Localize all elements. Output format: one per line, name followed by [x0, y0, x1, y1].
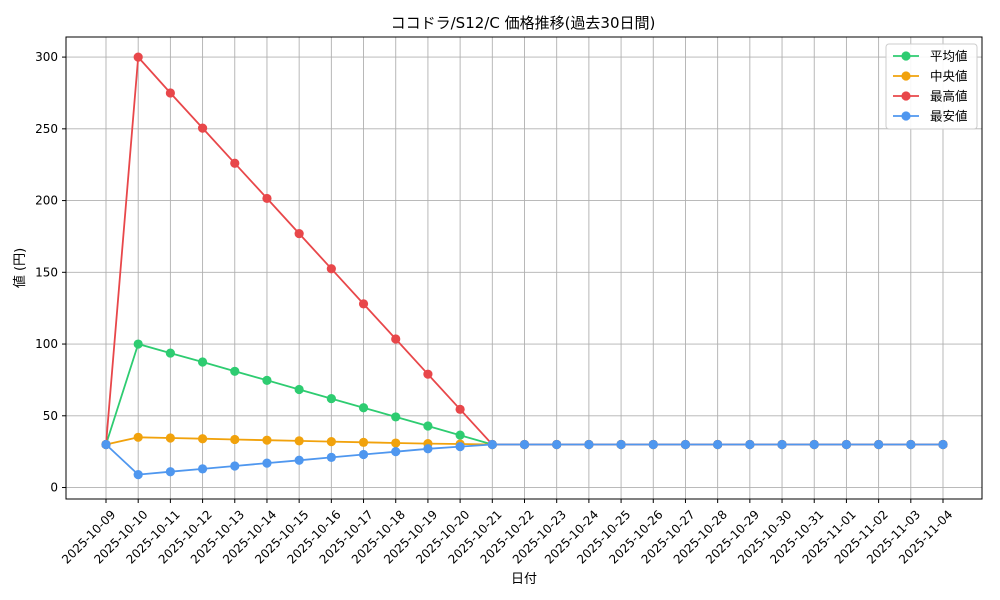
data-point: [326, 264, 336, 274]
plot-area-frame: [65, 36, 983, 500]
chart-title: ココドラ/S12/C 価格推移(過去30日間): [391, 14, 656, 32]
data-point: [326, 393, 336, 404]
series-3: [101, 439, 948, 480]
legend-item: 平均値: [893, 49, 968, 64]
data-point: [391, 412, 401, 422]
data-point: [358, 437, 369, 447]
legend-swatch-marker: [901, 91, 911, 101]
data-point: [519, 439, 530, 450]
data-point: [101, 439, 111, 450]
data-point: [874, 439, 884, 450]
data-point: [165, 467, 175, 477]
data-point: [197, 123, 208, 133]
data-point: [326, 437, 336, 447]
legend-item: 中央値: [893, 69, 968, 84]
data-point: [358, 403, 369, 413]
legend-box: [885, 43, 978, 130]
data-point: [230, 366, 240, 376]
data-point: [294, 384, 304, 395]
data-point: [262, 375, 272, 385]
data-point: [230, 434, 240, 445]
data-point: [455, 404, 465, 414]
data-point: [133, 339, 143, 349]
y-tick-label: 150: [35, 265, 58, 279]
data-point: [230, 158, 240, 168]
data-point: [262, 435, 272, 445]
data-point: [230, 461, 240, 471]
data-point: [391, 438, 401, 448]
y-tick-label: 50: [43, 409, 58, 423]
y-tick-label: 0: [50, 481, 58, 495]
legend-label: 最安値: [930, 109, 968, 124]
data-point: [487, 439, 497, 450]
data-point: [423, 444, 433, 454]
data-point: [584, 439, 594, 450]
data-point: [455, 442, 465, 452]
data-point: [294, 436, 304, 446]
data-point: [165, 348, 175, 358]
data-point: [423, 369, 433, 379]
data-point: [326, 452, 336, 462]
y-tick-label: 200: [35, 194, 58, 208]
data-point: [906, 439, 916, 450]
data-point: [423, 421, 433, 431]
data-point: [809, 439, 819, 450]
x-axis-label: 日付: [511, 572, 537, 587]
data-point: [616, 439, 626, 450]
data-point: [165, 433, 175, 443]
axis-ticks: 2025-10-092025-10-102025-10-112025-10-12…: [35, 50, 955, 567]
data-point: [841, 439, 852, 450]
legend-label: 中央値: [930, 69, 968, 84]
data-point: [197, 357, 208, 367]
y-tick-label: 100: [35, 337, 58, 351]
grid: [66, 37, 982, 499]
data-point: [262, 458, 272, 468]
data-point: [358, 449, 369, 460]
data-point: [197, 434, 208, 444]
legend-label: 最高値: [930, 89, 968, 104]
legend-swatch-marker: [901, 71, 911, 81]
data-point: [713, 439, 723, 450]
y-tick-label: 250: [35, 122, 58, 136]
data-point: [133, 470, 143, 480]
y-axis-label: 値 (円): [12, 248, 28, 288]
y-tick-label: 300: [35, 50, 58, 64]
legend-swatch-marker: [901, 111, 911, 121]
data-point: [648, 439, 658, 450]
legend-label: 平均値: [930, 49, 968, 64]
data-point: [262, 193, 272, 204]
data-point: [745, 439, 755, 450]
data-point: [294, 455, 304, 465]
data-point: [165, 88, 175, 98]
data-point: [391, 447, 401, 457]
data-point: [391, 334, 401, 344]
legend-swatch-marker: [901, 51, 911, 61]
data-point: [455, 430, 465, 440]
legend-item: 最安値: [893, 109, 968, 124]
data-point: [197, 464, 208, 474]
data-point: [133, 432, 143, 442]
data-point: [294, 228, 304, 239]
series-lines: [101, 52, 948, 480]
data-point: [133, 52, 143, 62]
data-point: [358, 299, 369, 309]
legend-item: 最高値: [893, 89, 968, 104]
data-point: [938, 439, 948, 450]
data-point: [777, 439, 787, 450]
data-point: [680, 439, 691, 450]
data-point: [552, 439, 562, 450]
